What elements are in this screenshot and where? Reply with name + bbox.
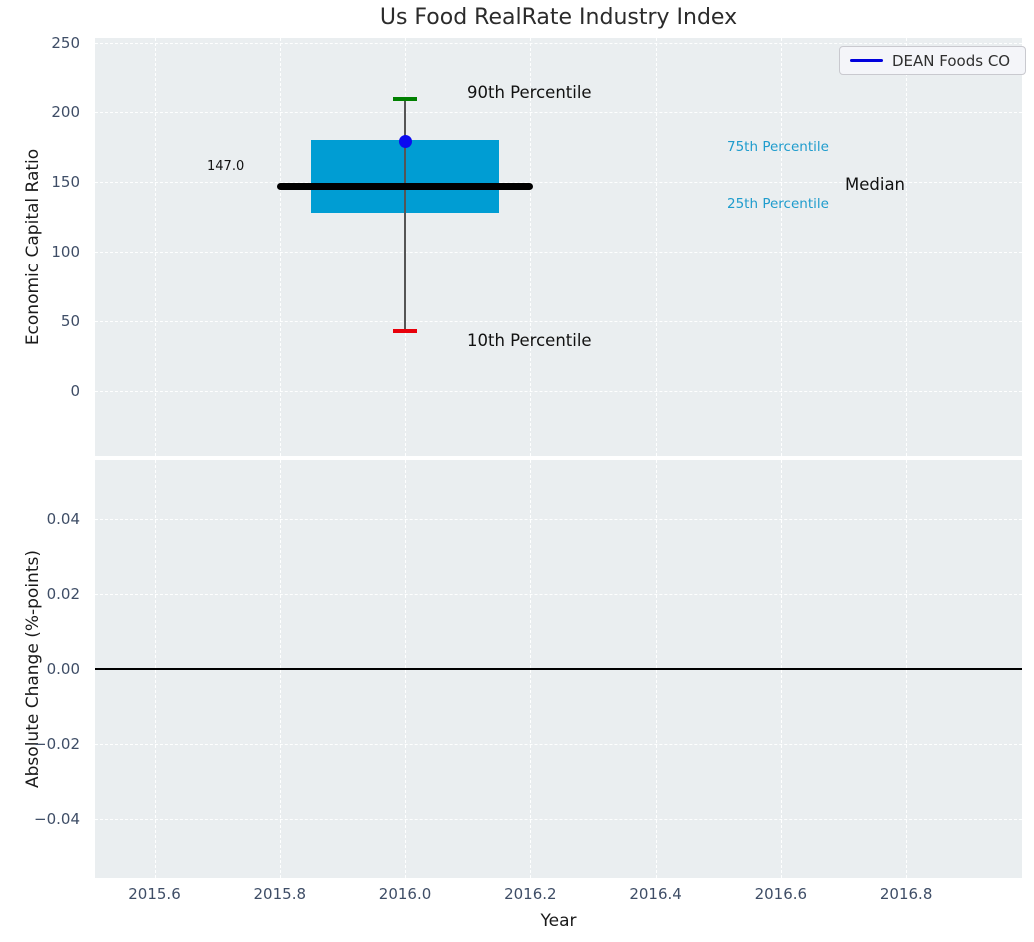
y-tick-label: 50 [60, 312, 80, 331]
annotation-10th-percentile: 10th Percentile [467, 331, 592, 350]
gridline-horizontal [95, 181, 1022, 183]
x-tick-label: 2015.8 [253, 885, 307, 903]
x-tick-label: 2016.2 [504, 885, 557, 903]
y-tick-label: −0.02 [34, 734, 80, 753]
annotation-median-label: Median [845, 175, 906, 194]
gridline-horizontal [95, 390, 1022, 392]
gridline-horizontal [95, 321, 1022, 323]
gridline-vertical [655, 38, 657, 456]
chart-title: Us Food RealRate Industry Index [379, 5, 738, 30]
gridline-horizontal [95, 42, 1022, 44]
top-plot-area [95, 38, 1022, 456]
gridline-vertical [906, 38, 908, 456]
zero-line [95, 668, 1022, 670]
annotation-90th-percentile: 90th Percentile [467, 83, 592, 102]
y-tick-label: 250 [51, 33, 80, 52]
legend: DEAN Foods CO [839, 46, 1026, 75]
x-tick-label: 2015.6 [128, 885, 181, 903]
gridline-horizontal [95, 594, 1022, 596]
bottom-plot-area [95, 460, 1022, 878]
y-tick-label: −0.04 [34, 809, 80, 828]
annotation-median-value: 147.0 [207, 159, 245, 174]
company-marker [398, 135, 412, 149]
whisker-line [404, 98, 406, 331]
y-tick-label: 0.02 [46, 585, 80, 604]
legend-line-swatch [850, 59, 883, 62]
x-tick-label: 2016.4 [629, 885, 682, 903]
gridline-vertical [780, 38, 782, 456]
median-line [276, 182, 534, 190]
x-axis-label: Year [540, 911, 577, 931]
y-tick-label: 0.00 [46, 660, 80, 678]
whisker-cap-10th [393, 328, 418, 333]
annotation-25th-percentile: 25th Percentile [727, 196, 829, 212]
gridline-horizontal [95, 818, 1022, 820]
gridline-horizontal [95, 743, 1022, 745]
whisker-cap-90th [393, 96, 418, 101]
gridline-horizontal [95, 251, 1022, 253]
gridline-vertical [154, 38, 156, 456]
gridline-horizontal [95, 112, 1022, 114]
x-tick-label: 2016.0 [378, 885, 432, 903]
y-tick-label: 0 [70, 381, 80, 400]
x-tick-label: 2016.8 [879, 885, 933, 903]
y-tick-label: 200 [51, 103, 80, 122]
y-tick-label: 0.04 [46, 510, 80, 529]
y-tick-label: 100 [51, 242, 80, 261]
annotation-75th-percentile: 75th Percentile [727, 139, 829, 155]
gridline-horizontal [95, 519, 1022, 521]
gridline-vertical [530, 38, 532, 456]
legend-label: DEAN Foods CO [892, 51, 1011, 70]
x-tick-label: 2016.6 [754, 885, 808, 903]
gridline-vertical [279, 38, 281, 456]
y-tick-label: 150 [51, 172, 80, 191]
